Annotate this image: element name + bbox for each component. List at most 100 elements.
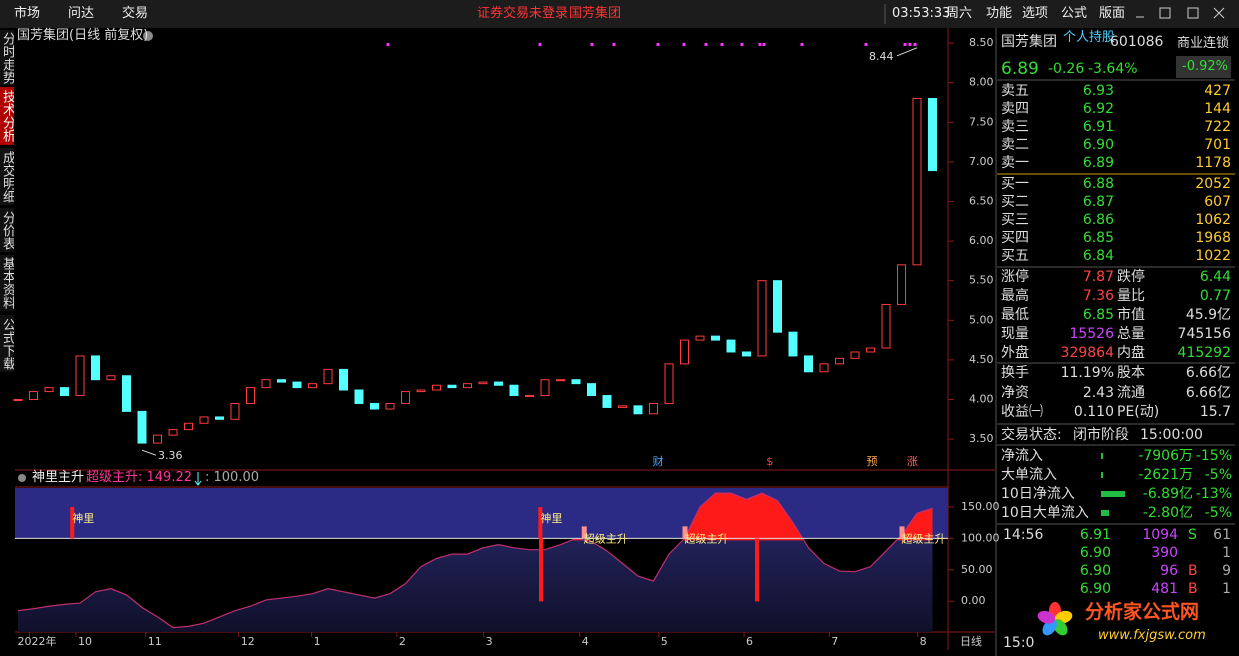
candle bbox=[711, 335, 720, 341]
tick-time: 14:56 bbox=[1003, 527, 1044, 543]
x-tick-label: 12 bbox=[241, 635, 255, 648]
candle bbox=[819, 363, 829, 373]
signal-dot bbox=[682, 43, 686, 46]
candle bbox=[44, 387, 54, 393]
stat-value: 15526 bbox=[1069, 326, 1114, 342]
y-tick-label: 7.00 bbox=[969, 155, 994, 168]
side-tab[interactable]: 分时走势 bbox=[0, 30, 14, 85]
candle bbox=[463, 383, 472, 389]
menu-item[interactable]: 交易 bbox=[122, 6, 149, 21]
stat-value: 6.66亿 bbox=[1185, 385, 1231, 401]
side-tab[interactable]: 公式下载 bbox=[0, 315, 14, 372]
signal-dot bbox=[913, 43, 917, 46]
tick-price: 6.91 bbox=[1079, 527, 1111, 543]
candle bbox=[602, 395, 612, 408]
stat-value: 15.7 bbox=[1199, 404, 1231, 420]
signal-dot bbox=[800, 43, 804, 46]
flow-label: 10日大单流入 bbox=[1001, 505, 1089, 521]
notice: 证券交易未登录 bbox=[477, 6, 569, 21]
flow-value: -6.89亿 bbox=[1142, 486, 1193, 502]
candle bbox=[246, 387, 255, 404]
flow-label: 大单流入 bbox=[1001, 467, 1057, 483]
stat-value: 329864 bbox=[1060, 345, 1114, 361]
stat-value: 745156 bbox=[1177, 326, 1231, 342]
book-volume: 722 bbox=[1204, 119, 1231, 135]
side-tab[interactable]: 基本资料 bbox=[0, 255, 14, 311]
holding-link[interactable]: 个人持股 bbox=[1063, 30, 1116, 45]
indicator-name: 神里主升 bbox=[32, 470, 85, 485]
series-name: 超级主升 bbox=[86, 470, 139, 485]
book-price: 6.90 bbox=[1082, 137, 1114, 153]
candle bbox=[773, 280, 782, 333]
side-tab[interactable]: 成交明细 bbox=[0, 148, 14, 205]
book-price: 6.92 bbox=[1082, 101, 1114, 117]
candle bbox=[401, 391, 410, 404]
window-button[interactable] bbox=[1159, 7, 1171, 19]
sector-pct: -0.92% bbox=[1182, 59, 1228, 74]
candle bbox=[587, 383, 596, 397]
signal-dot bbox=[720, 43, 724, 46]
book-price: 6.85 bbox=[1082, 230, 1114, 246]
indicator-line bbox=[17, 492, 933, 629]
book-label: 买五 bbox=[1001, 248, 1029, 264]
candle bbox=[804, 355, 813, 373]
tick-price: 6.90 bbox=[1079, 545, 1111, 561]
y-tick-label: 150.00 bbox=[961, 500, 1000, 513]
signal-dot bbox=[590, 43, 594, 46]
book-label: 卖四 bbox=[1001, 101, 1029, 117]
stat-value: 415292 bbox=[1177, 345, 1231, 361]
stat-value: 6.85 bbox=[1082, 307, 1114, 323]
flow-bar bbox=[1101, 510, 1109, 516]
window-button[interactable] bbox=[1187, 7, 1199, 19]
signal-dot bbox=[740, 43, 744, 46]
stat-value: 11.19% bbox=[1060, 365, 1114, 381]
side-tab[interactable]: 技术分析 bbox=[0, 87, 14, 145]
signal-flag bbox=[581, 526, 587, 539]
book-volume: 701 bbox=[1204, 137, 1231, 153]
stat-value: 0.110 bbox=[1073, 404, 1114, 420]
menu-item[interactable]: 市场 bbox=[14, 6, 41, 21]
window-close[interactable] bbox=[1213, 7, 1225, 19]
book-label: 卖二 bbox=[1001, 137, 1029, 153]
tick-volume: 390 bbox=[1151, 545, 1178, 561]
stat-label: 现量 bbox=[1001, 326, 1029, 342]
signal-dot bbox=[704, 43, 708, 46]
stat-value: 7.36 bbox=[1082, 288, 1114, 304]
x-tick-label: 7 bbox=[831, 635, 838, 648]
stat-label: 量比 bbox=[1117, 288, 1145, 304]
book-label: 买三 bbox=[1001, 212, 1029, 228]
flow-pct: -5% bbox=[1204, 505, 1232, 521]
signal-flag bbox=[899, 526, 905, 539]
candle bbox=[323, 368, 333, 385]
trend-arrow bbox=[194, 472, 202, 486]
signal-bar bbox=[755, 538, 759, 602]
flow-bar bbox=[1101, 453, 1103, 459]
stat-label: 市值 bbox=[1117, 307, 1145, 323]
book-volume: 1968 bbox=[1195, 230, 1231, 246]
signal-dot bbox=[903, 43, 907, 46]
annotation-pointer bbox=[896, 47, 918, 57]
signal-dot bbox=[864, 43, 868, 46]
notice: 国芳集团 bbox=[569, 6, 622, 21]
tick-side: S bbox=[1188, 527, 1197, 543]
stat-value: 0.77 bbox=[1199, 288, 1231, 304]
candle bbox=[354, 389, 364, 404]
candle bbox=[308, 383, 317, 389]
x-tick-label: 6 bbox=[746, 635, 753, 648]
menu-item[interactable]: 功能 bbox=[986, 6, 1013, 21]
tick-volume: 481 bbox=[1151, 581, 1178, 597]
side-tab[interactable]: 分价表 bbox=[0, 208, 14, 252]
candle bbox=[122, 375, 131, 412]
change-pct: -3.64% bbox=[1088, 61, 1138, 77]
menu-item[interactable]: 问达 bbox=[68, 6, 95, 21]
menu-item[interactable]: 选项 bbox=[1022, 6, 1049, 21]
candle bbox=[199, 416, 209, 424]
menu-item[interactable]: 版面 bbox=[1099, 6, 1126, 21]
candle bbox=[215, 416, 224, 420]
logo-url: www.fxjgsw.com bbox=[1098, 628, 1206, 643]
menu-item[interactable]: 公式 bbox=[1061, 6, 1088, 21]
candle bbox=[928, 97, 937, 172]
signal-dot bbox=[612, 43, 616, 46]
candle bbox=[618, 405, 627, 408]
x-tick-label: 11 bbox=[148, 635, 162, 648]
